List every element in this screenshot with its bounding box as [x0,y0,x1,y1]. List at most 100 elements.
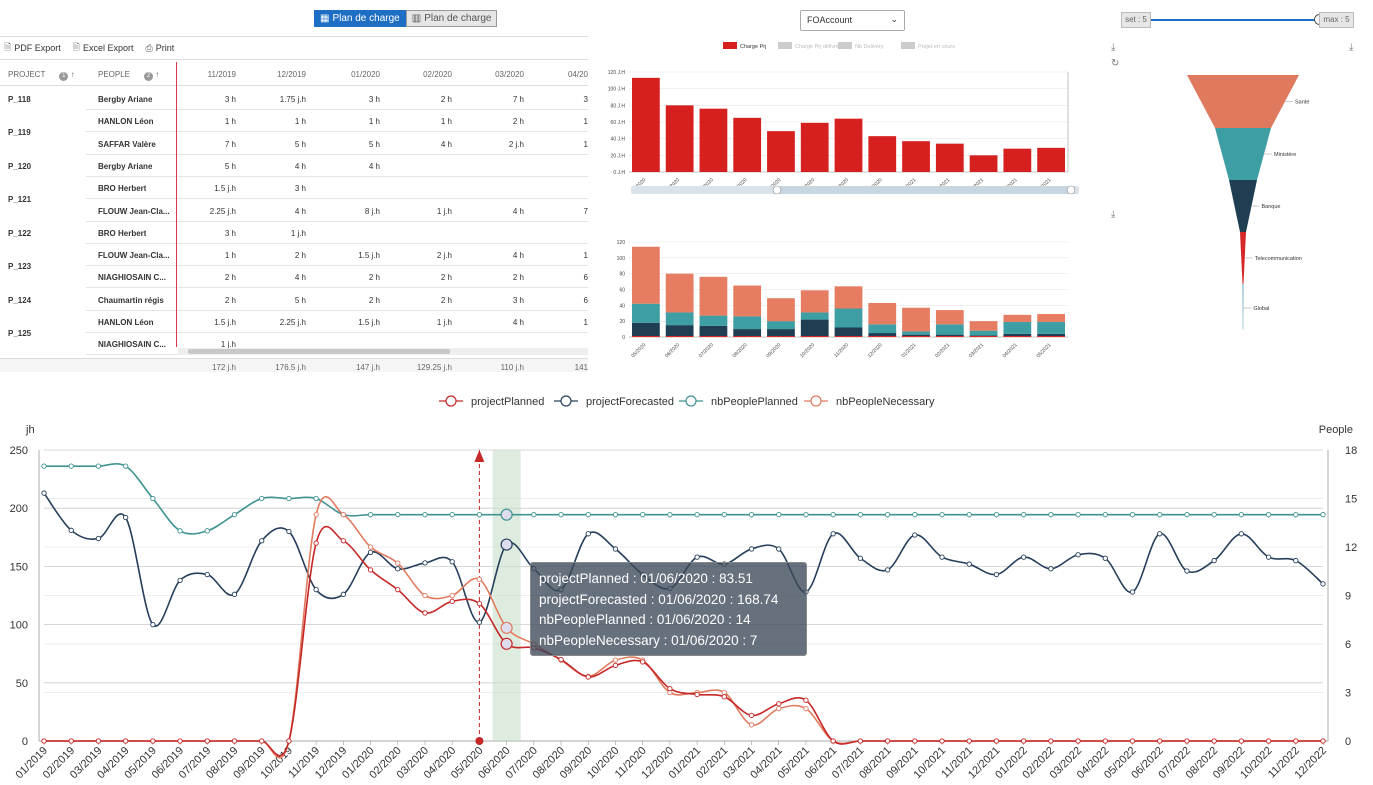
people-column-header[interactable]: PEOPLE 2 ↑ [98,70,160,81]
data-point [830,512,836,518]
month-header: 04/20 [567,70,588,79]
value-cell: 2 h [224,273,236,283]
bar [935,143,964,172]
chart-icon: ▥ [411,13,422,24]
x-tick-label: 11/2020 [833,342,850,359]
project-cell: P_120 [8,161,32,171]
value-cell: 1.5 j.h [358,318,380,327]
funnel-segment [1240,232,1246,284]
data-point [68,527,74,533]
table-row[interactable]: NIAGHIOSAIN C... 2 h 4 h 2 h 2 h 2 h 6 [86,266,588,289]
pdf-export-button[interactable]: 🗎 PDF Export [4,40,61,56]
value-cell: 6 [583,273,588,283]
x-tick-label: 01/2021 [900,342,917,359]
data-point [95,535,102,542]
stacked-bar-segment [767,298,795,322]
download-icon[interactable]: ⤓ [1111,209,1116,220]
value-cell: 7 h [224,139,236,149]
funnel-label: Global [1253,306,1269,312]
table-row[interactable]: SAFFAR Valère 7 h 5 h 5 h 4 h 2 j.h 1 [86,133,588,155]
zoom-range[interactable] [775,186,1075,194]
data-point [585,512,591,518]
person-cell: NIAGHIOSAIN C... [98,340,167,350]
stacked-bar-base [868,336,897,337]
data-point [612,662,619,668]
data-point [500,508,513,521]
data-point [803,697,809,703]
data-point [1265,738,1272,744]
data-point [313,495,319,502]
data-point [776,701,782,707]
funnel-segment [1215,128,1271,180]
plan-de-charge-table-button[interactable]: ▦ Plan de charge [314,10,406,27]
project-column-header[interactable]: PROJECT 1 ↑ [8,70,75,81]
scrollbar-thumb[interactable] [188,349,450,354]
horizontal-scrollbar[interactable] [178,348,588,355]
data-point [721,694,727,700]
person-cell: NIAGHIOSAIN C... [98,273,167,283]
current-month-arrow [474,450,485,462]
stacked-bar-base [834,336,863,337]
bar [834,118,863,172]
account-select[interactable]: FOAccount ⌄ [800,10,905,31]
excel-export-button[interactable]: 🗎 Excel Export [73,40,134,56]
stacked-bar-segment [733,316,762,330]
table-row[interactable]: FLOUW Jean-Cla... 1 h 2 h 1.5 j.h 2 j.h 4 h 1 [86,244,588,267]
data-point [422,560,428,566]
data-point [1157,738,1163,744]
data-point [449,598,455,604]
chevron-down-icon: ⌄ [890,14,898,24]
data-point [612,657,619,663]
data-point [748,712,755,719]
table-row[interactable]: BRO Herbert 3 h 1 j.h [86,222,588,244]
table-row[interactable]: BRO Herbert 1.5 j.h 3 h [86,177,588,200]
data-point [803,706,809,712]
download-icon[interactable]: ⤓ [1111,42,1116,53]
y-tick-label: 120 J.H [608,70,626,76]
project-cell: P_123 [8,262,32,272]
data-point [1184,568,1190,574]
stacked-bar-segment [1037,333,1065,337]
y2-tick-label: 9 [1345,591,1351,603]
highlight-band [492,450,521,741]
stacked-bar-segment [935,334,964,337]
data-point [150,621,156,628]
value-cell: 4 h [512,318,524,327]
data-point [939,512,945,518]
refresh-icon[interactable]: ↻ [1111,58,1120,69]
bar [1037,147,1065,172]
data-point [1293,557,1299,564]
table-row[interactable]: HANLON Léon 1 h 1 h 1 h 1 h 2 h 1 [86,110,588,133]
table-row[interactable]: Chaumartin régis 2 h 5 h 2 h 2 h 3 h 6 [86,289,588,311]
month-header: 03/2020 [495,70,524,79]
plan-de-charge-chart-button[interactable]: ▥ Plan de charge [405,10,498,27]
data-point [204,571,210,578]
data-point [1238,531,1245,537]
zoom-handle[interactable] [1066,185,1076,195]
funnel-segment [1242,284,1244,330]
tooltip-line: projectPlanned : 01/06/2020 : 83.51 [539,571,753,586]
value-cell: 1 j.h [290,228,306,238]
bar [632,77,660,172]
sort-order-badge: 1 [59,72,69,81]
zoom-handle[interactable] [772,185,782,195]
slider-track[interactable] [1151,19,1321,21]
data-point [395,566,401,572]
stacked-bar-segment [632,246,660,304]
stacked-bar-segment [733,329,762,337]
print-button[interactable]: ⎙ Print [145,42,175,54]
data-point [476,576,483,582]
x-tick-label: 09/2020 [765,342,782,359]
main-line-chart: projectPlanned projectForecasted nbPeopleP… [10,395,1357,781]
person-cell: HANLON Léon [98,318,154,327]
download-icon[interactable]: ⤓ [1349,42,1354,53]
table-row[interactable]: HANLON Léon 1.5 j.h 2.25 j.h 1.5 j.h 1 j.h 4 … [86,311,588,333]
table-row[interactable]: Bergby Ariane 3 h 1.75 j.h 3 h 2 h 7 h 3 [86,88,588,110]
data-point [1129,589,1136,595]
table-row[interactable]: Bergby Ariane 5 h 4 h 4 h [86,155,588,177]
legend-label: projectForecasted [586,396,674,408]
value-cell: 2 j.h [436,251,452,261]
y-tick-label: 40 [619,303,625,309]
y-tick-label: 250 [10,445,28,457]
table-row[interactable]: FLOUW Jean-Cla... 2.25 j.h 4 h 8 j.h 1 j.h 4 … [86,200,588,222]
